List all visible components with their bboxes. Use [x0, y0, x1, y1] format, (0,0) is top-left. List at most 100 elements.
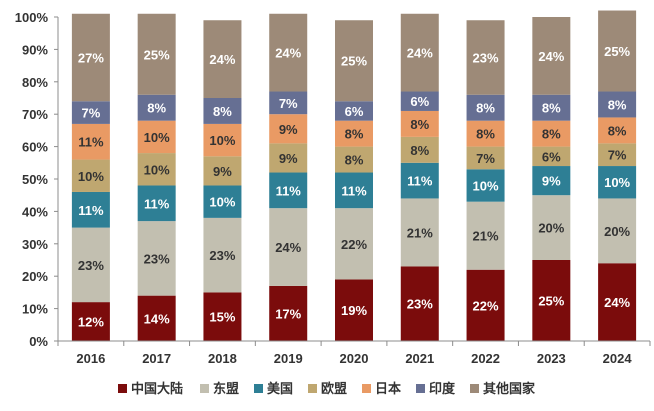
bar-segment — [466, 146, 505, 170]
legend-swatch — [470, 384, 479, 393]
bar-segment — [71, 123, 110, 160]
bar-stack: 23% 21% 11% 8% 8% 6% 24% — [400, 13, 439, 341]
bar-segment — [71, 191, 110, 228]
legend-swatch — [362, 384, 371, 393]
y-tick-label: 70% — [22, 107, 48, 122]
bar-segment — [137, 295, 176, 341]
data-label: 8% — [345, 153, 364, 168]
bar-segment — [269, 114, 308, 144]
bar-stack: 19% 22% 11% 8% 8% 6% 25% — [335, 20, 373, 341]
data-label: 6% — [410, 94, 429, 109]
bar-segment — [598, 263, 637, 341]
bar-segment — [269, 13, 308, 92]
bar-segment — [71, 159, 110, 192]
bar-segment — [400, 162, 439, 199]
legend-item: 美国 — [254, 381, 293, 397]
data-label: 24% — [275, 46, 301, 61]
bar-segment — [335, 120, 373, 147]
data-label: 10% — [144, 162, 170, 177]
bar-segment — [335, 101, 373, 121]
bar-segment — [335, 208, 373, 280]
data-label: 20% — [538, 221, 564, 236]
data-label: 8% — [213, 104, 232, 119]
data-label: 8% — [476, 101, 495, 116]
data-label: 12% — [78, 315, 104, 330]
data-label: 10% — [604, 175, 630, 190]
legend-swatch — [118, 384, 127, 393]
data-label: 7% — [81, 106, 100, 121]
bar-segment — [400, 13, 439, 92]
y-tick-label: 60% — [22, 140, 48, 155]
data-label: 25% — [538, 294, 564, 309]
data-label: 8% — [147, 101, 166, 116]
bar-segment — [203, 20, 242, 99]
data-label: 8% — [608, 123, 627, 138]
data-label: 10% — [78, 169, 104, 184]
bar-segment — [598, 117, 637, 144]
y-tick-label: 100% — [15, 10, 49, 25]
data-label: 11% — [144, 196, 170, 211]
data-label: 9% — [279, 151, 298, 166]
bar-segment — [203, 123, 242, 157]
data-label: 10% — [209, 133, 235, 148]
data-label: 8% — [608, 97, 627, 112]
data-label: 27% — [78, 51, 104, 66]
y-tick-label: 30% — [22, 237, 48, 252]
bar-segment — [532, 260, 571, 341]
bar-segment — [466, 120, 505, 147]
bar-segment — [71, 13, 110, 102]
bar-segment — [598, 198, 637, 264]
legend-label: 美国 — [267, 381, 293, 397]
data-label: 22% — [341, 237, 367, 252]
bar-segment — [466, 201, 505, 270]
data-label: 7% — [279, 96, 298, 111]
y-tick-label: 40% — [22, 204, 48, 219]
data-label: 22% — [473, 298, 499, 313]
bar-segment — [71, 227, 110, 303]
bar-segment — [269, 91, 308, 115]
bar-segment — [137, 120, 176, 154]
y-tick-label: 90% — [22, 42, 48, 57]
bar-stack: 14% 23% 11% 10% 10% 8% 25% — [137, 13, 176, 341]
legend-item: 东盟 — [200, 381, 239, 397]
bar-segment — [532, 146, 571, 167]
x-tick-label: 2018 — [208, 351, 237, 366]
bar-stack: 24% 20% 10% 7% 8% 8% 25% — [598, 10, 637, 341]
x-tick-label: 2024 — [603, 351, 633, 366]
data-label: 8% — [410, 143, 429, 158]
data-label: 8% — [542, 101, 561, 116]
bar-segment — [203, 217, 242, 293]
data-label: 24% — [538, 49, 564, 64]
legend-swatch — [200, 384, 209, 393]
data-label: 23% — [407, 297, 433, 312]
data-label: 21% — [473, 229, 499, 244]
data-label: 19% — [341, 303, 367, 318]
bar-stack: 15% 23% 10% 9% 10% 8% 24% — [203, 20, 242, 341]
bar-segment — [400, 110, 439, 137]
data-label: 23% — [144, 251, 170, 266]
legend: 中国大陆 东盟 美国 欧盟 日本 印度 其他国家 — [118, 381, 536, 397]
legend-item: 日本 — [362, 381, 401, 397]
data-label: 9% — [279, 122, 298, 137]
x-axis: 2016 2017 2018 2019 2020 2021 2022 2023 2024 — [57, 340, 651, 366]
bar-segment — [71, 302, 110, 341]
data-label: 17% — [275, 306, 301, 321]
bar-segment — [598, 166, 637, 199]
data-label: 10% — [473, 178, 499, 193]
bars: 12%23%11%10%11%7%27%14%23%11%10%10%8%25%… — [71, 10, 637, 341]
legend-label: 欧盟 — [321, 381, 347, 397]
bar-segment — [532, 17, 571, 95]
bar-segment — [137, 185, 176, 222]
data-label: 25% — [604, 44, 630, 59]
bar-segment — [203, 156, 242, 186]
legend-label: 日本 — [375, 381, 401, 397]
data-label: 24% — [407, 46, 433, 61]
legend-item: 印度 — [416, 381, 456, 397]
bar-stack: 12% 23% 11% 10% 11% 7% 27% — [71, 13, 110, 341]
bar-stack: 25% 20% 9% 6% 8% 8% 24% — [532, 17, 571, 341]
data-label: 8% — [410, 117, 429, 132]
data-label: 6% — [542, 149, 561, 164]
x-tick-label: 2019 — [274, 351, 303, 366]
data-label: 7% — [608, 148, 627, 163]
